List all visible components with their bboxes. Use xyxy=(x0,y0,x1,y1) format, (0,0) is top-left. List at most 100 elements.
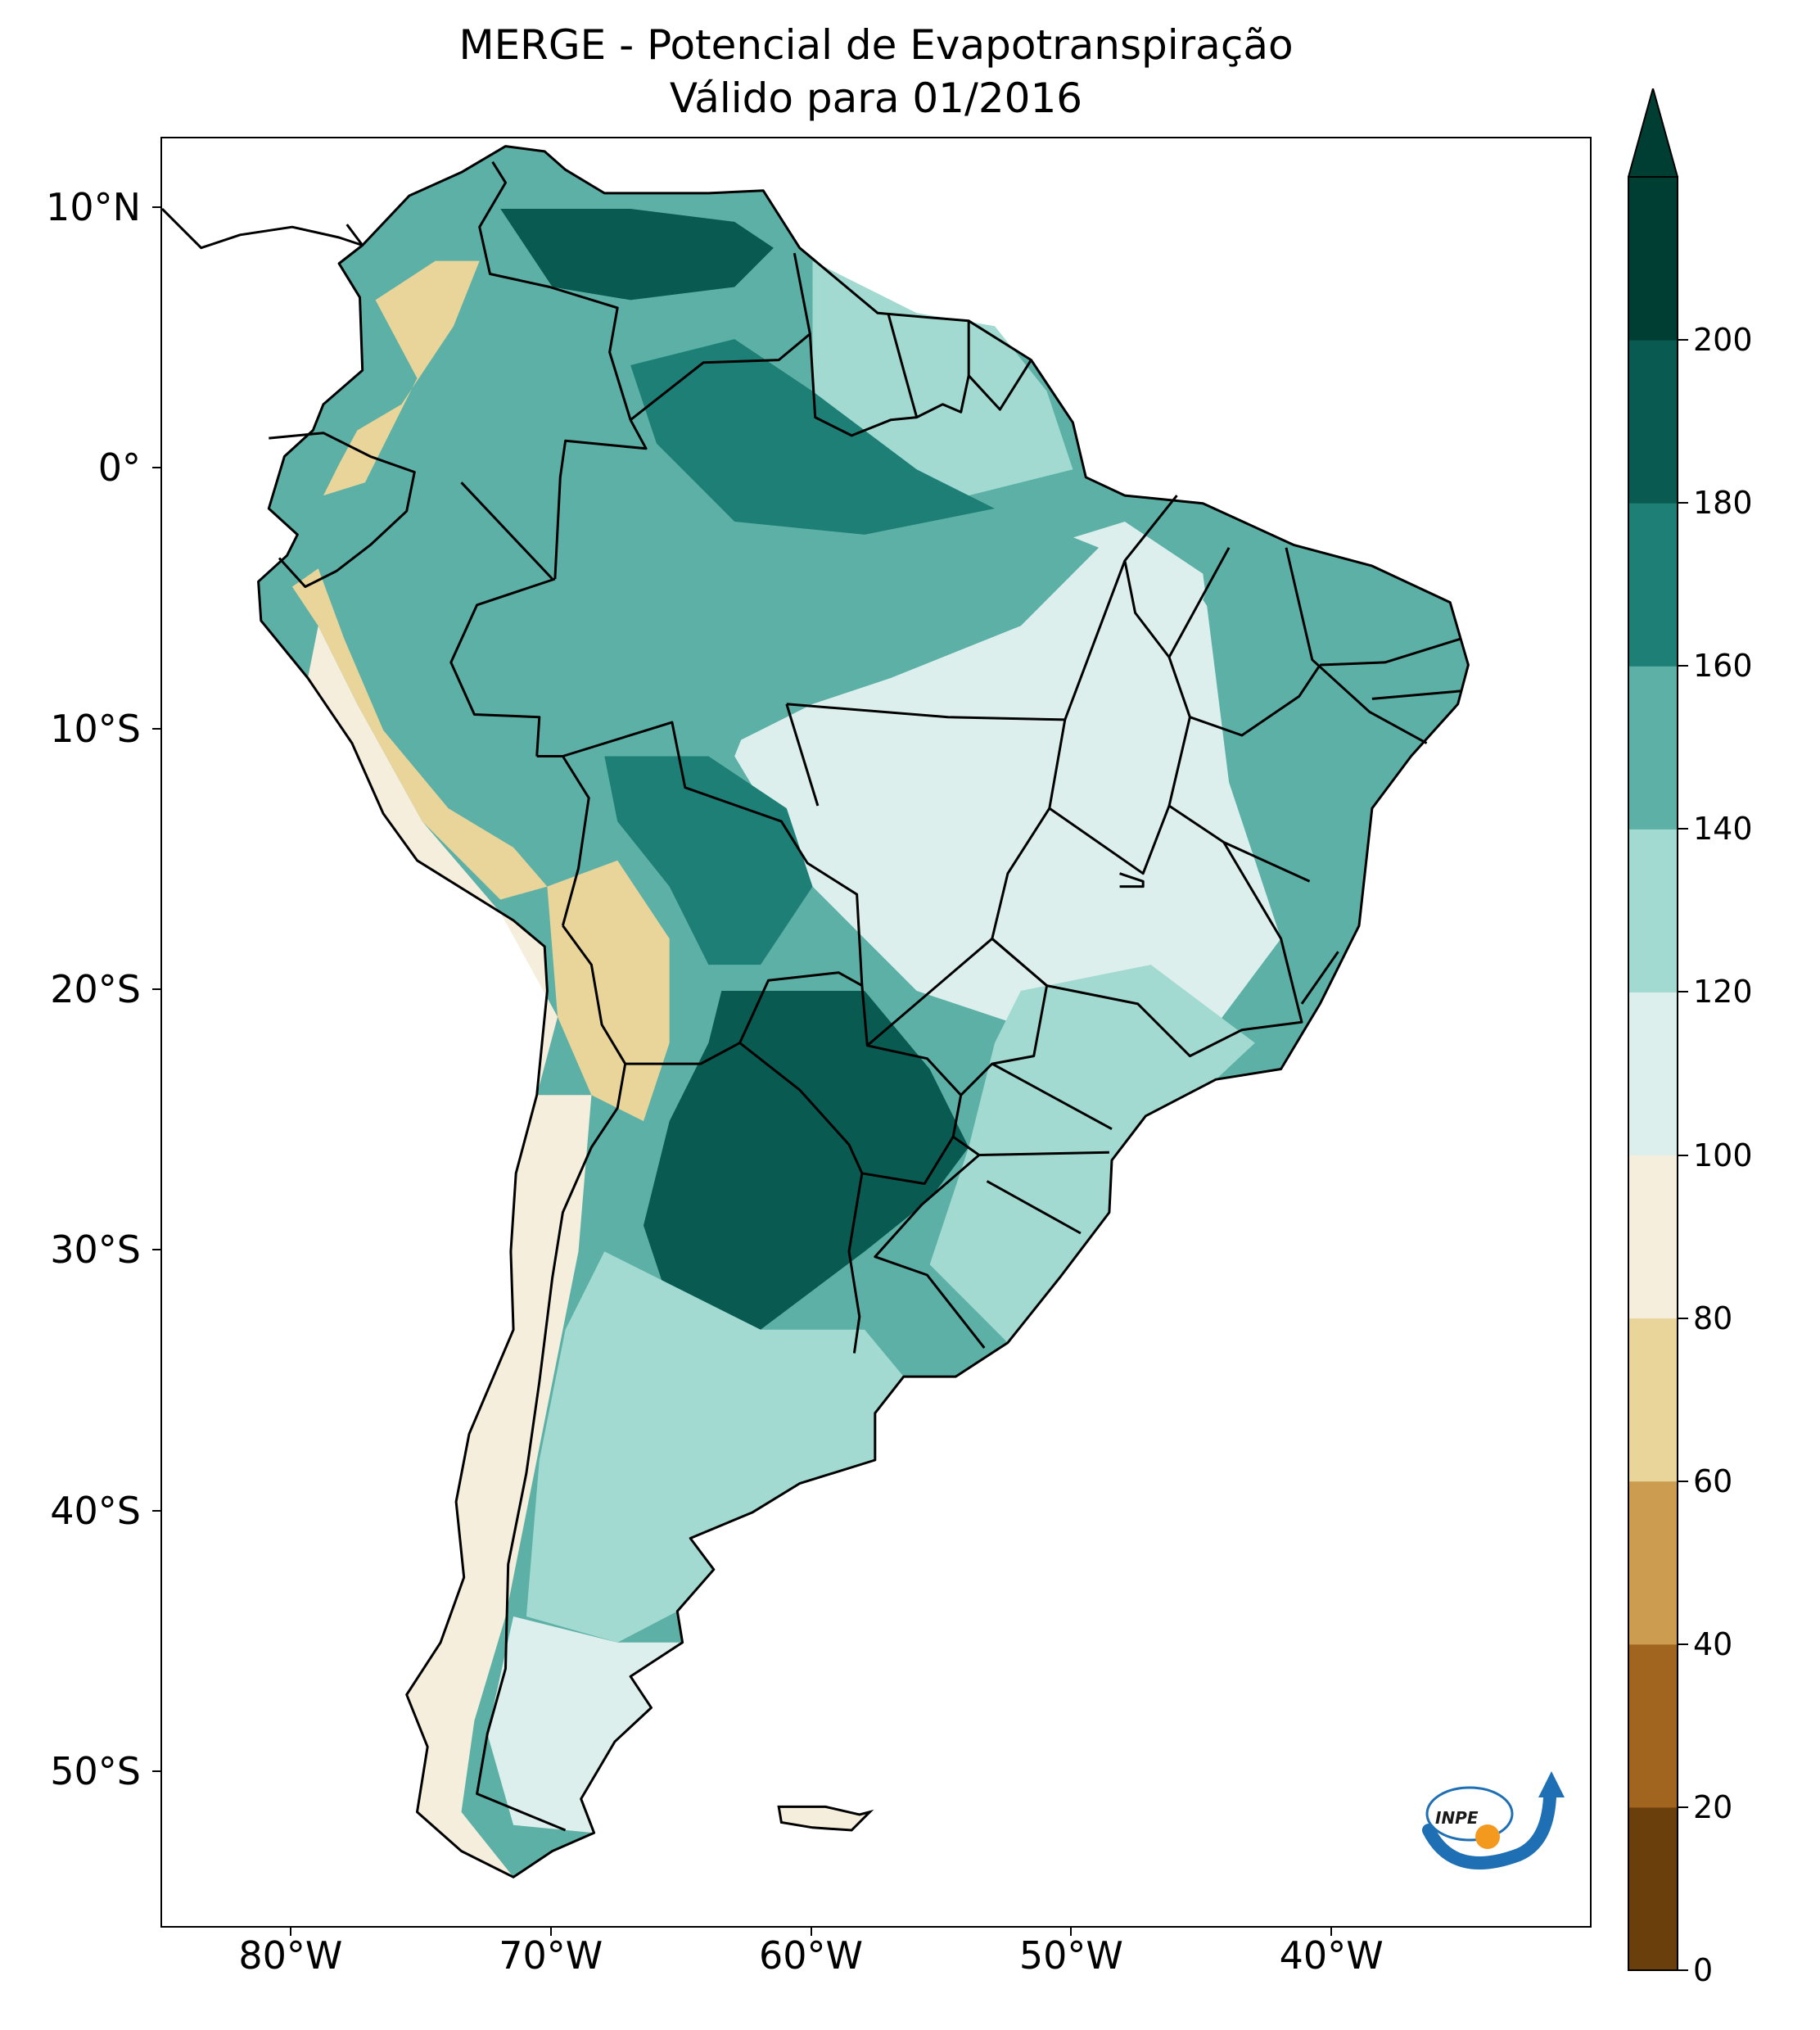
political-border xyxy=(1320,637,1461,667)
colorbar-segment xyxy=(1628,1481,1678,1645)
lat-tick xyxy=(152,206,160,208)
colorbar-label: 60 xyxy=(1693,1463,1733,1499)
colorbar-label: 160 xyxy=(1693,648,1753,685)
colorbar-label: 100 xyxy=(1693,1137,1753,1173)
contour-region xyxy=(526,1251,904,1643)
lat-label: 30°S xyxy=(50,1227,141,1273)
political-border xyxy=(887,312,970,419)
political-border xyxy=(785,703,820,807)
colorbar-tick xyxy=(1678,339,1688,341)
colorbar-tick xyxy=(1678,1154,1688,1156)
political-border xyxy=(1285,547,1428,744)
colorbar-label: 140 xyxy=(1693,811,1753,848)
colorbar-label: 180 xyxy=(1693,485,1753,522)
colorbar-tick xyxy=(1678,502,1688,504)
political-border xyxy=(562,721,864,1065)
political-border xyxy=(476,925,627,1832)
contour-region xyxy=(1203,534,1469,783)
political-border xyxy=(449,577,556,757)
contour-region xyxy=(308,626,558,1096)
contour-region xyxy=(323,260,480,496)
map-panel xyxy=(160,137,1592,1928)
contour-region xyxy=(630,339,995,535)
political-border xyxy=(1189,664,1321,737)
political-border xyxy=(786,703,1065,721)
political-border xyxy=(1371,689,1461,700)
political-border xyxy=(536,755,590,926)
lon-tick xyxy=(810,1928,812,1936)
political-border xyxy=(847,1173,864,1354)
lon-label: 40°W xyxy=(1279,1933,1384,1978)
political-border xyxy=(553,419,648,580)
colorbar-segment xyxy=(1628,1643,1678,1808)
contour-region xyxy=(406,1095,592,1878)
colorbar-segment xyxy=(1628,829,1678,992)
colorbar-segment xyxy=(1628,177,1678,341)
logo-arrowhead-icon xyxy=(1538,1771,1565,1797)
political-border xyxy=(1167,547,1231,658)
political-border xyxy=(952,1135,980,1156)
colorbar-tick xyxy=(1678,991,1688,993)
lon-label: 70°W xyxy=(499,1933,603,1978)
political-border xyxy=(874,1154,986,1350)
lat-tick xyxy=(152,467,160,469)
lon-tick xyxy=(549,1928,552,1936)
contour-region xyxy=(291,568,548,900)
colorbar-tick xyxy=(1678,1480,1688,1482)
political-border xyxy=(630,252,811,421)
political-border xyxy=(460,482,553,581)
lon-label: 80°W xyxy=(238,1933,343,1978)
lat-label: 40°S xyxy=(50,1488,141,1533)
logo-text: INPE xyxy=(1435,1808,1479,1828)
colorbar-segment xyxy=(1628,503,1678,667)
political-border xyxy=(1048,717,1191,875)
colorbar-segment xyxy=(1628,1806,1678,1971)
political-border xyxy=(738,985,963,1185)
lon-tick xyxy=(1070,1928,1073,1936)
political-border xyxy=(1123,560,1191,718)
political-border xyxy=(986,1180,1082,1235)
lon-label: 50°W xyxy=(1018,1933,1123,1978)
lat-label: 50°S xyxy=(50,1748,141,1793)
colorbar-label: 20 xyxy=(1693,1788,1733,1825)
lon-label: 60°W xyxy=(759,1933,864,1978)
lat-tick xyxy=(152,1509,160,1512)
colorbar-segment xyxy=(1628,1155,1678,1319)
lat-tick xyxy=(152,727,160,730)
political-border xyxy=(991,841,1303,1058)
political-border xyxy=(866,938,993,1047)
colorbar-tick xyxy=(1678,665,1688,667)
colorbar-segment xyxy=(1628,992,1678,1156)
colorbar-tick xyxy=(1678,1317,1688,1319)
political-border xyxy=(269,432,416,588)
colorbar-label: 0 xyxy=(1693,1952,1714,1988)
colorbar-tick xyxy=(1678,1806,1688,1808)
colorbar-label: 120 xyxy=(1693,974,1753,1010)
logo-orbit-icon xyxy=(1425,1786,1514,1842)
political-border xyxy=(1119,872,1145,888)
lon-tick xyxy=(289,1928,291,1936)
lat-tick xyxy=(152,1770,160,1772)
political-border xyxy=(991,1062,1113,1131)
lat-label: 10°S xyxy=(50,706,141,751)
political-border xyxy=(478,161,632,421)
south-america-map xyxy=(162,145,1470,1879)
central-america-coastline xyxy=(162,207,364,250)
logo-sun-icon xyxy=(1475,1824,1500,1849)
lat-label: 10°N xyxy=(46,184,141,229)
political-border xyxy=(978,1151,1109,1156)
political-border xyxy=(1300,951,1339,1005)
colorbar xyxy=(1628,88,1678,1971)
falkland-islands xyxy=(777,1805,874,1832)
political-border xyxy=(338,224,364,264)
colorbar-label: 80 xyxy=(1693,1300,1733,1336)
lon-tick xyxy=(1330,1928,1333,1936)
contour-region xyxy=(500,209,774,301)
colorbar-tick xyxy=(1678,828,1688,830)
chart-title-line1: MERGE - Potencial de Evapotranspiração xyxy=(458,21,1294,69)
contour-region xyxy=(604,756,813,965)
colorbar-extend-arrow xyxy=(1628,88,1678,178)
lat-tick xyxy=(152,1249,160,1251)
lat-label: 0° xyxy=(97,445,141,491)
lat-label: 20°S xyxy=(50,966,141,1011)
